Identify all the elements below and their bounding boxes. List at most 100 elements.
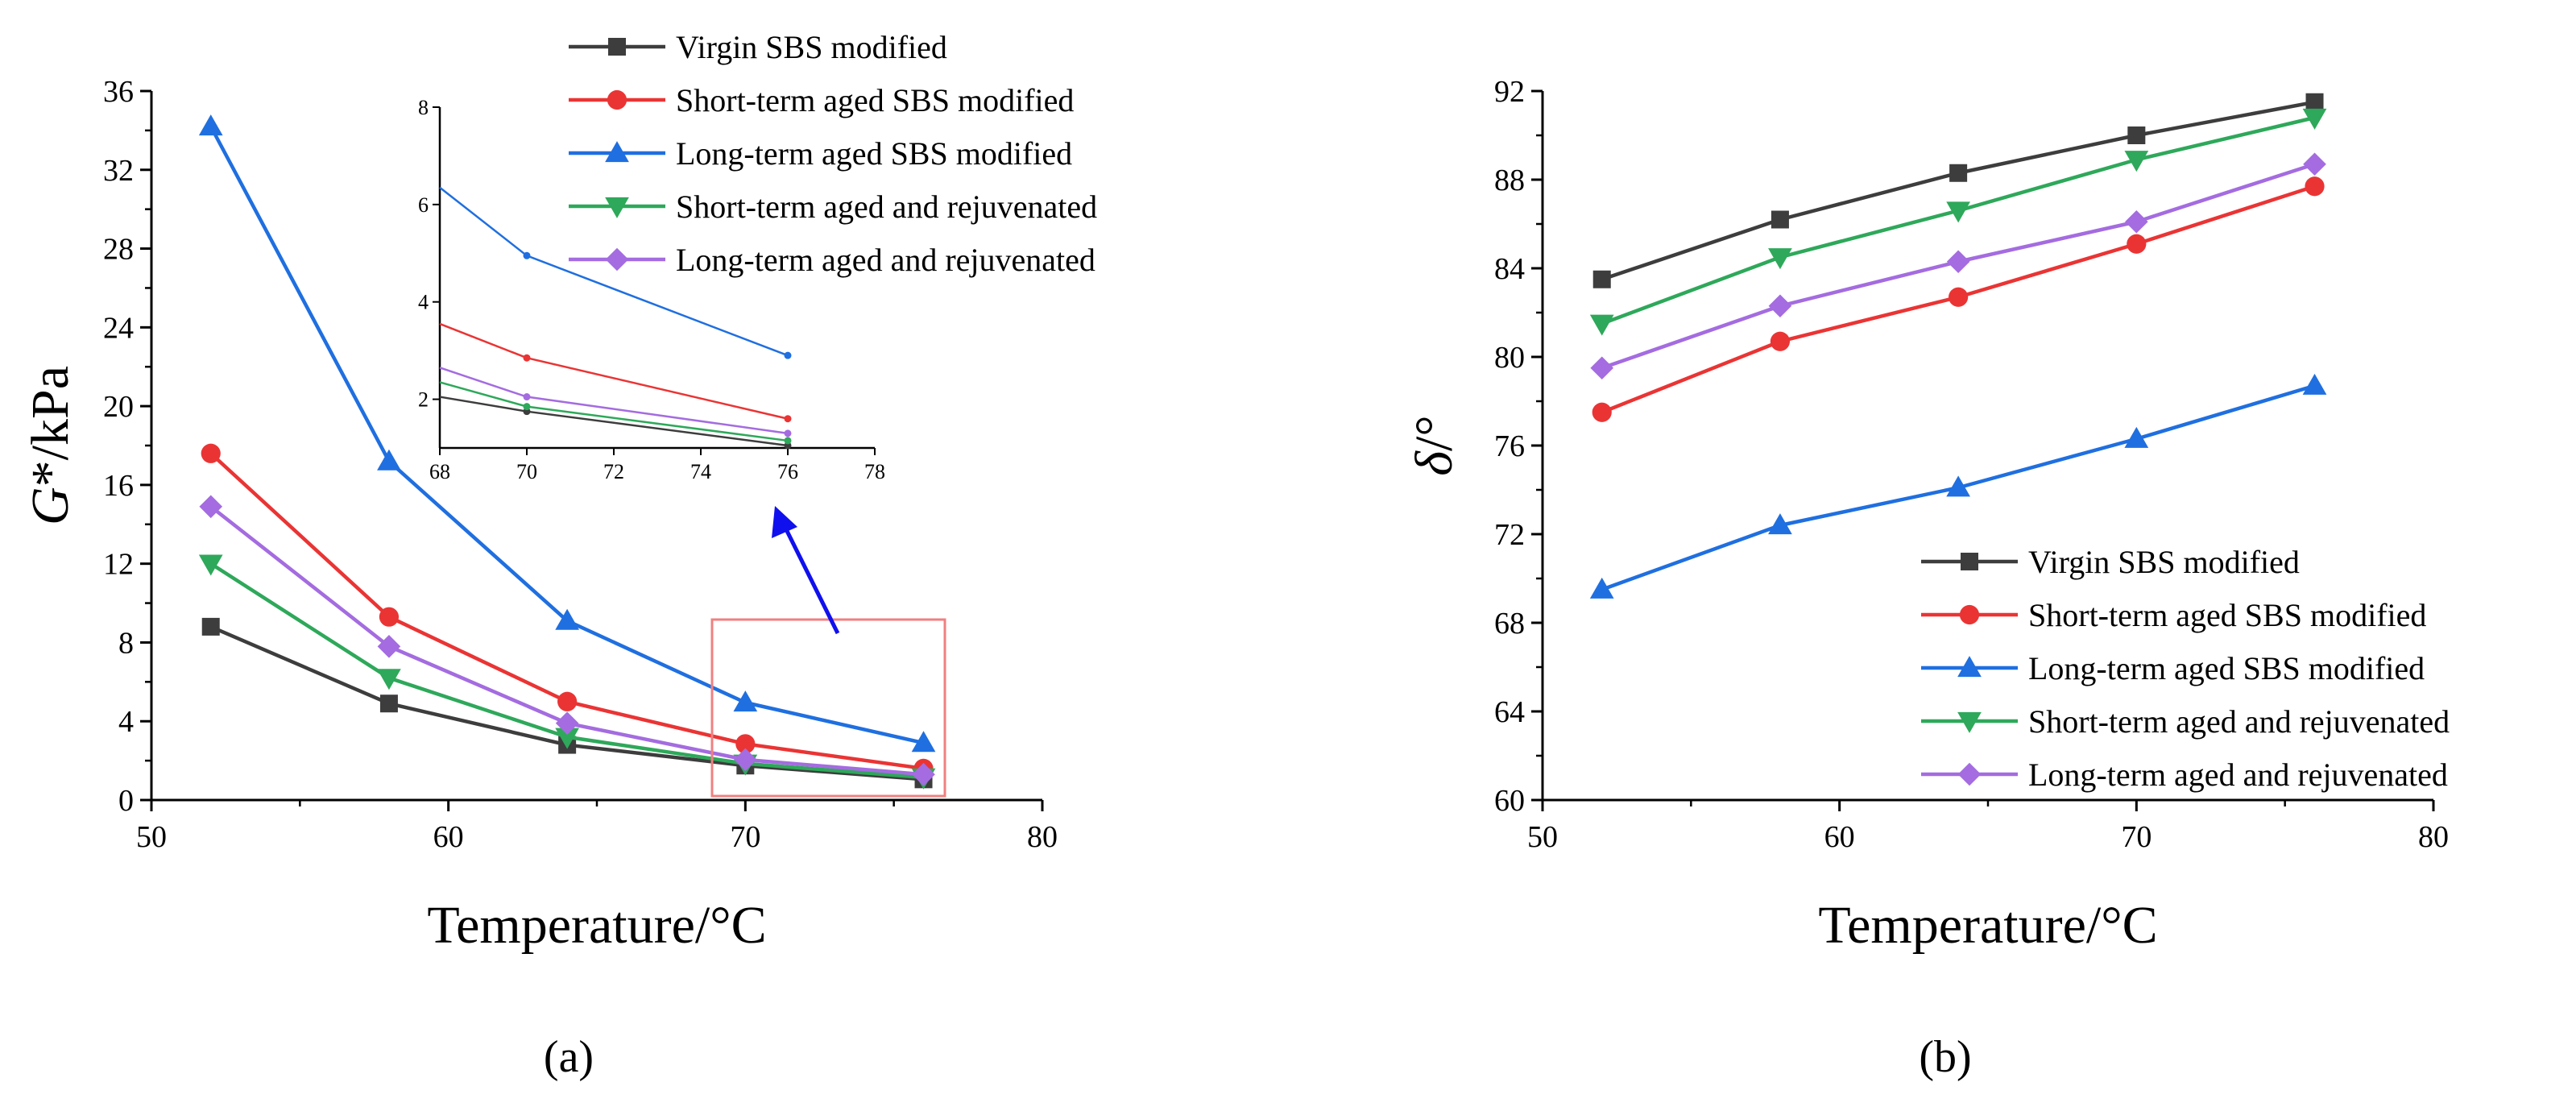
data-point — [735, 734, 756, 754]
legend-item: Virgin SBS modified — [569, 29, 947, 65]
x-axis-title: Temperature/°C — [1818, 896, 2157, 955]
zoom-region-box — [710, 618, 946, 798]
legend: Virgin SBS modified Short-term aged SBS m… — [1921, 544, 2450, 793]
data-point — [1768, 248, 1792, 270]
data-point — [1946, 250, 1970, 274]
inset-series-3 — [439, 381, 792, 445]
y-tick-label: 24 — [103, 311, 134, 345]
legend-label: Virgin SBS modified — [2028, 544, 2300, 580]
inset-data-point — [523, 393, 531, 401]
data-point — [2127, 126, 2146, 144]
inset-y-tick-label: 8 — [418, 96, 429, 119]
data-point — [555, 728, 579, 749]
inset-series-1 — [439, 322, 792, 423]
data-point — [2125, 209, 2148, 234]
x-tick-label: 60 — [1824, 820, 1855, 854]
legend-item: Short-term aged and rejuvenated — [1921, 703, 2450, 740]
legend: Virgin SBS modified Short-term aged SBS m… — [569, 29, 1097, 278]
y-tick-label: 4 — [118, 705, 134, 739]
inset-data-point — [523, 403, 531, 411]
y-tick-label: 84 — [1494, 252, 1525, 286]
y-tick-label: 32 — [103, 154, 134, 188]
legend-label: Long-term aged and rejuvenated — [2028, 757, 2448, 793]
data-point — [379, 694, 398, 713]
inset-y-tick-label: 6 — [418, 193, 429, 217]
data-point — [198, 114, 223, 136]
legend-item: Long-term aged and rejuvenated — [569, 242, 1095, 278]
data-point — [1590, 356, 1614, 380]
inset-data-point — [784, 437, 792, 445]
x-tick-label: 80 — [1027, 820, 1058, 854]
legend-marker — [605, 141, 629, 163]
data-point — [198, 554, 223, 576]
data-point — [377, 449, 401, 471]
y-tick-label: 68 — [1494, 607, 1525, 641]
legend-marker — [605, 247, 629, 272]
legend-item: Short-term aged SBS modified — [1921, 597, 2426, 633]
x-tick-label: 80 — [2418, 820, 2449, 854]
data-point — [1946, 475, 1970, 497]
legend-item: Short-term aged SBS modified — [569, 82, 1074, 118]
series-4 — [199, 495, 935, 786]
legend-marker — [605, 197, 629, 218]
data-point — [1949, 164, 1968, 182]
y-axis-title-unit: /° — [1405, 415, 1464, 451]
data-point — [199, 495, 223, 519]
y-axis-title: δ/° — [1405, 415, 1464, 475]
zoom-arrow-head — [772, 506, 797, 538]
inset-series-4 — [439, 367, 792, 437]
inset-series-0 — [439, 396, 792, 450]
inset-series-line — [439, 396, 789, 447]
inset-data-point — [523, 354, 531, 362]
y-tick-label: 76 — [1494, 429, 1525, 463]
data-point — [912, 762, 935, 786]
legend-label: Long-term aged and rejuvenated — [676, 242, 1095, 278]
data-point — [1768, 294, 1792, 318]
legend-label: Long-term aged SBS modified — [676, 135, 1072, 172]
y-tick-label: 0 — [118, 784, 134, 818]
y-axis-title-unit: */kPa — [21, 366, 80, 487]
y-axis-title-symbol: G — [21, 487, 80, 525]
inset-data-point — [784, 351, 792, 359]
legend-marker — [1957, 711, 1982, 733]
legend-marker — [1961, 553, 1978, 570]
series-3 — [1589, 108, 2327, 336]
data-point — [201, 617, 220, 636]
data-point — [557, 691, 578, 711]
data-point — [2124, 151, 2149, 172]
y-tick-label: 60 — [1494, 784, 1525, 818]
x-tick-label: 70 — [730, 820, 760, 854]
data-point — [2302, 108, 2327, 130]
data-point — [1768, 513, 1792, 535]
legend-label: Short-term aged and rejuvenated — [676, 189, 1097, 225]
legend-label: Short-term aged and rejuvenated — [2028, 703, 2450, 740]
x-tick-label: 60 — [433, 820, 464, 854]
x-axis-title: Temperature/°C — [427, 896, 766, 955]
inset-data-point — [523, 251, 531, 259]
inset-series-line — [439, 322, 789, 420]
series-1 — [1592, 176, 2325, 422]
data-point — [2124, 426, 2149, 448]
inset-x-tick-label: 76 — [777, 460, 798, 483]
data-point — [2302, 373, 2327, 395]
inset-x-tick-label: 74 — [690, 460, 711, 483]
series-4 — [1590, 152, 2326, 380]
x-tick-label: 50 — [136, 820, 167, 854]
data-point — [377, 635, 401, 658]
legend-label: Virgin SBS modified — [676, 29, 947, 65]
legend-item: Short-term aged and rejuvenated — [569, 189, 1097, 225]
legend-item: Long-term aged and rejuvenated — [1921, 757, 2448, 793]
y-tick-label: 92 — [1494, 75, 1525, 109]
legend-marker — [607, 89, 627, 110]
y-tick-label: 12 — [103, 548, 134, 582]
y-tick-label: 72 — [1494, 518, 1525, 552]
data-point — [379, 607, 400, 627]
legend-label: Short-term aged SBS modified — [676, 82, 1074, 118]
data-point — [2305, 176, 2325, 197]
data-point — [555, 711, 579, 735]
legend-label: Long-term aged SBS modified — [2028, 650, 2425, 686]
